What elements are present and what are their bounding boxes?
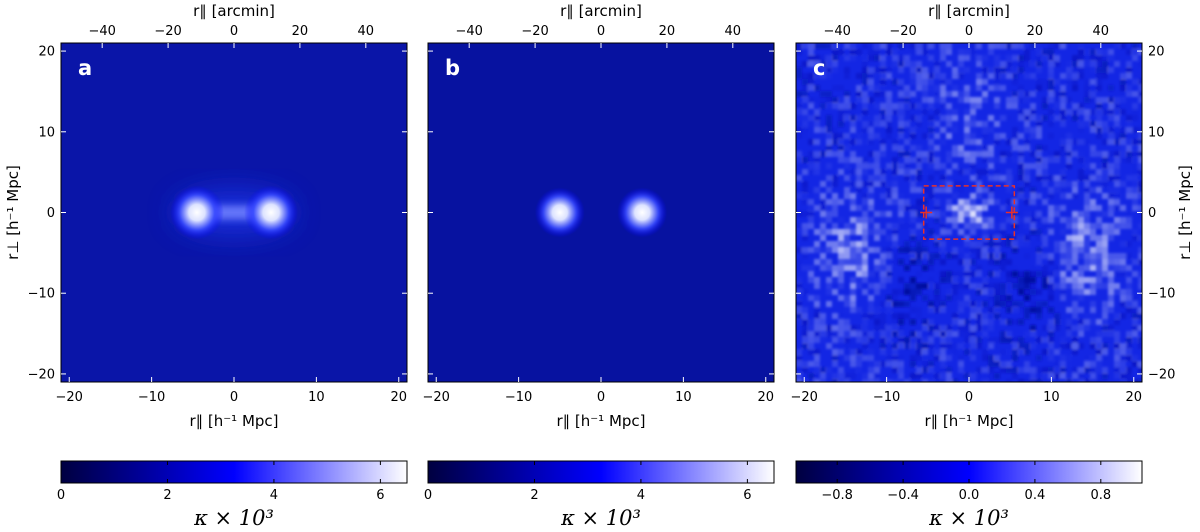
x-axis-label: r∥ [h⁻¹ Mpc]: [924, 412, 1013, 430]
x-tick-label: −20: [56, 390, 83, 405]
colorbar-tick-label: 0.0: [959, 488, 980, 503]
y-tick-label: 10: [1148, 125, 1165, 140]
colorbar-a: 0 2 4 6 κ × 10³: [57, 460, 408, 530]
x-axis-label: r∥ [h⁻¹ Mpc]: [556, 412, 645, 430]
panel-label: a: [78, 56, 92, 80]
top-axis-label: r∥ [arcmin]: [193, 2, 275, 20]
x-tick-label: −10: [505, 390, 532, 405]
panel-a: a −20 −10 0 10 20 −40 −20 0 20 40 −20 −10 0 10 20 r∥ [h⁻…: [4, 2, 408, 430]
top-tick-label: 20: [659, 24, 676, 39]
colorbar-label: κ × 10³: [560, 506, 641, 530]
y-tick-label: −20: [28, 367, 55, 382]
top-tick-label: 40: [1093, 24, 1110, 39]
top-tick-label: 0: [597, 24, 605, 39]
colorbar-tick-label: 6: [743, 488, 751, 503]
y-axis-label: r⊥ [h⁻¹ Mpc]: [4, 165, 22, 260]
x-axis-label: r∥ [h⁻¹ Mpc]: [189, 412, 278, 430]
top-tick-label: 40: [358, 24, 375, 39]
y-tick-label: 20: [38, 45, 55, 60]
top-axis-label: r∥ [arcmin]: [928, 2, 1010, 20]
colorbar-tick-label: 2: [530, 488, 538, 503]
colorbar-gradient: [427, 460, 775, 484]
y-tick-label: −10: [1148, 287, 1175, 302]
panel-c: c −20 −10 0 10 20 −40 −20 0 20 40 −20 −10 0 10 20 r∥ [h⁻…: [791, 2, 1194, 430]
x-tick-label: −20: [791, 390, 818, 405]
x-tick-label: 0: [597, 390, 605, 405]
map-background: [428, 43, 774, 382]
colorbar-label: κ × 10³: [928, 506, 1009, 530]
halo-center-marker-2: [1005, 206, 1018, 219]
halo-peak-1: [169, 185, 224, 240]
top-axis-label: r∥ [arcmin]: [560, 2, 642, 20]
colorbar-tick-label: 0.4: [1025, 488, 1046, 503]
y-tick-label: −10: [28, 287, 55, 302]
colorbar-tick-label: 2: [163, 488, 171, 503]
colorbar-gradient: [60, 460, 408, 484]
y-tick-label: 10: [38, 125, 55, 140]
top-tick-label: −20: [154, 24, 181, 39]
colorbar-tick-label: 0: [57, 488, 65, 503]
colorbar-c: −0.8 −0.4 0.0 0.4 0.8 κ × 10³: [795, 460, 1143, 530]
colorbar-tick-label: −0.4: [887, 488, 919, 503]
top-tick-label: 40: [725, 24, 742, 39]
top-tick-label: 20: [1027, 24, 1044, 39]
top-tick-label: 20: [292, 24, 309, 39]
colorbar-b: 0 2 4 6 κ × 10³: [424, 460, 775, 530]
top-tick-label: 0: [230, 24, 238, 39]
x-tick-label: 10: [675, 390, 692, 405]
colorbar-tick-label: 6: [376, 488, 384, 503]
colorbar-tick-label: 4: [270, 488, 278, 503]
colorbar-tick-label: 0.8: [1090, 488, 1111, 503]
x-tick-label: 10: [308, 390, 325, 405]
x-tick-label: −10: [873, 390, 900, 405]
y-tick-label: 0: [47, 206, 55, 221]
top-tick-label: −40: [455, 24, 482, 39]
x-tick-label: 0: [230, 390, 238, 405]
panel-label: c: [813, 56, 825, 80]
top-tick-label: −40: [88, 24, 115, 39]
x-tick-label: 20: [390, 390, 407, 405]
y-tick-label: −20: [1148, 367, 1175, 382]
top-tick-label: −20: [889, 24, 916, 39]
panel-label: b: [445, 56, 460, 80]
top-tick-label: −20: [521, 24, 548, 39]
x-tick-label: 20: [1125, 390, 1142, 405]
colorbar-tick-label: −0.8: [821, 488, 853, 503]
x-tick-label: 10: [1043, 390, 1060, 405]
colorbar-tick-label: 4: [637, 488, 645, 503]
y-tick-label: 20: [1148, 45, 1165, 60]
top-tick-label: −40: [823, 24, 850, 39]
x-tick-label: −20: [423, 390, 450, 405]
noise-texture: [796, 43, 1142, 382]
halo-peak-1: [534, 187, 585, 238]
colorbar-label: κ × 10³: [193, 506, 274, 530]
halo-center-marker-1: [920, 206, 933, 219]
top-tick-label: 0: [965, 24, 973, 39]
halo-peak-2: [244, 185, 299, 240]
x-tick-label: −10: [138, 390, 165, 405]
x-tick-label: 20: [757, 390, 774, 405]
y-tick-label: 0: [1148, 206, 1156, 221]
panel-b: b −20 −10 0 10 20 −40 −20 0 20 40 r∥ [h⁻¹ Mpc] r∥ [a…: [423, 2, 775, 430]
halo-peak-2: [617, 187, 668, 238]
x-tick-label: 0: [965, 390, 973, 405]
colorbar-tick-label: 0: [424, 488, 432, 503]
y-axis-label-right: r⊥ [h⁻¹ Mpc]: [1176, 165, 1194, 260]
